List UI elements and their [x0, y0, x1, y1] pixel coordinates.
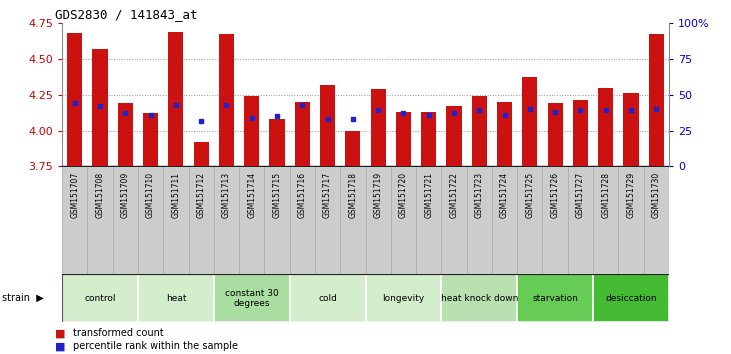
Bar	[213, 166, 239, 274]
Bar	[416, 166, 442, 274]
Bar	[568, 166, 593, 274]
Text: longevity: longevity	[382, 294, 425, 303]
Text: GSM151713: GSM151713	[222, 172, 231, 218]
Text: GSM151720: GSM151720	[399, 172, 408, 218]
Bar	[138, 274, 213, 322]
Text: GSM151716: GSM151716	[298, 172, 307, 218]
Text: GSM151728: GSM151728	[601, 172, 610, 218]
Text: GSM151726: GSM151726	[550, 172, 560, 218]
Bar	[593, 166, 618, 274]
Bar	[542, 166, 568, 274]
Bar	[497, 102, 512, 166]
Bar	[320, 85, 335, 166]
Bar	[366, 274, 442, 322]
Bar	[518, 274, 593, 322]
Text: strain  ▶: strain ▶	[2, 293, 44, 303]
Text: GSM151712: GSM151712	[197, 172, 205, 218]
Bar	[143, 113, 158, 166]
Text: ■: ■	[55, 329, 65, 338]
Text: GSM151724: GSM151724	[500, 172, 509, 218]
Text: GSM151722: GSM151722	[450, 172, 458, 218]
Bar	[168, 32, 183, 166]
Text: GSM151715: GSM151715	[273, 172, 281, 218]
Bar	[573, 101, 588, 166]
Text: GSM151718: GSM151718	[349, 172, 357, 218]
Bar	[219, 34, 234, 166]
Bar	[113, 166, 138, 274]
Bar	[366, 166, 391, 274]
Bar	[194, 142, 209, 166]
Bar	[442, 274, 518, 322]
Bar	[289, 274, 366, 322]
Text: GSM151725: GSM151725	[526, 172, 534, 218]
Bar	[163, 166, 189, 274]
Bar	[315, 166, 340, 274]
Text: constant 30
degrees: constant 30 degrees	[225, 289, 279, 308]
Bar	[395, 112, 411, 166]
Text: cold: cold	[318, 294, 337, 303]
Text: GSM151723: GSM151723	[474, 172, 484, 218]
Text: GSM151727: GSM151727	[576, 172, 585, 218]
Bar	[62, 274, 138, 322]
Bar	[270, 119, 284, 166]
Text: GSM151729: GSM151729	[626, 172, 635, 218]
Text: GSM151707: GSM151707	[70, 172, 79, 218]
Text: transformed count: transformed count	[73, 329, 164, 338]
Bar	[598, 87, 613, 166]
Text: GSM151730: GSM151730	[652, 172, 661, 218]
Bar	[643, 166, 669, 274]
Bar	[239, 166, 265, 274]
Bar	[421, 112, 436, 166]
Bar	[371, 89, 386, 166]
Bar	[618, 166, 643, 274]
Text: control: control	[84, 294, 115, 303]
Bar	[62, 166, 88, 274]
Text: GSM151708: GSM151708	[96, 172, 105, 218]
Bar	[648, 34, 664, 166]
Bar	[244, 96, 260, 166]
Bar	[466, 166, 492, 274]
Bar	[289, 166, 315, 274]
Bar	[88, 166, 113, 274]
Text: GSM151709: GSM151709	[121, 172, 130, 218]
Text: GSM151717: GSM151717	[323, 172, 332, 218]
Bar	[471, 96, 487, 166]
Text: heat knock down: heat knock down	[441, 294, 518, 303]
Text: GSM151721: GSM151721	[424, 172, 433, 218]
Bar	[624, 93, 638, 166]
Text: heat: heat	[166, 294, 186, 303]
Text: ■: ■	[55, 341, 65, 351]
Bar	[345, 131, 360, 166]
Text: percentile rank within the sample: percentile rank within the sample	[73, 341, 238, 351]
Bar	[518, 166, 542, 274]
Text: GSM151711: GSM151711	[171, 172, 181, 218]
Bar	[67, 33, 83, 166]
Bar	[340, 166, 366, 274]
Text: starvation: starvation	[532, 294, 578, 303]
Bar	[138, 166, 163, 274]
Text: GSM151714: GSM151714	[247, 172, 257, 218]
Text: GDS2830 / 141843_at: GDS2830 / 141843_at	[55, 8, 197, 21]
Bar	[447, 106, 461, 166]
Bar	[118, 103, 133, 166]
Bar	[442, 166, 466, 274]
Bar	[492, 166, 518, 274]
Bar	[213, 274, 289, 322]
Bar	[189, 166, 213, 274]
Bar	[391, 166, 416, 274]
Text: GSM151710: GSM151710	[146, 172, 155, 218]
Bar	[92, 49, 107, 166]
Text: desiccation: desiccation	[605, 294, 656, 303]
Bar	[295, 102, 310, 166]
Text: GSM151719: GSM151719	[374, 172, 382, 218]
Bar	[593, 274, 669, 322]
Bar	[548, 103, 563, 166]
Bar	[522, 78, 537, 166]
Bar	[265, 166, 289, 274]
